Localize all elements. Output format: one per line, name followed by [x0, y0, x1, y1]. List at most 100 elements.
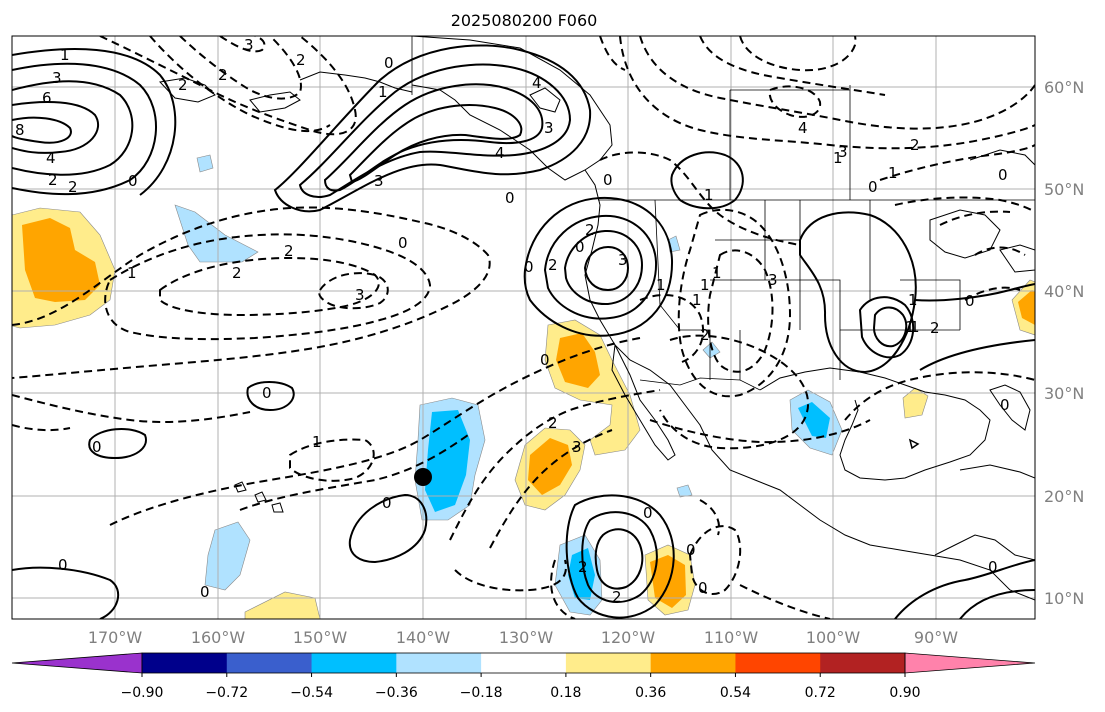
contour-label: 0 — [262, 384, 272, 402]
contour-label: 1 — [700, 276, 710, 294]
longitude-labels: 170°W 160°W 150°W 140°W 130°W 120°W 110°… — [88, 628, 958, 647]
contour-label: 4 — [532, 74, 542, 92]
colorbar-swatch — [481, 653, 567, 673]
lat-label: 60°N — [1044, 78, 1084, 97]
contour-label: 0 — [505, 189, 515, 207]
contour-label: 3 — [768, 271, 778, 289]
contour-label: 1 — [60, 46, 70, 64]
positive-anomaly-baja-core — [556, 333, 600, 388]
colorbar-tick-label: 0.72 — [805, 685, 836, 701]
contour-label: 0 — [540, 351, 550, 369]
contour-label: 0 — [382, 494, 392, 512]
colorbar-swatch — [396, 653, 482, 673]
contour-label: 1 — [712, 264, 722, 282]
contour-label: 0 — [698, 579, 708, 597]
contour-label: 0 — [603, 171, 613, 189]
gridlines — [12, 36, 1035, 619]
contour-label: 0 — [998, 166, 1008, 184]
storm-center-marker — [414, 468, 432, 486]
contour-label: 2 — [218, 66, 228, 84]
lat-label: 20°N — [1044, 487, 1084, 506]
contour-label: 0 — [1000, 396, 1010, 414]
contour-label: 1 — [888, 164, 898, 182]
contour-label: 3 — [52, 69, 62, 87]
lon-label: 140°W — [396, 628, 451, 647]
contour-labels: 3 1 2 6 8 4 2 2 0 3 2 2 0 1 4 3 3 4 0 0 … — [15, 36, 1010, 606]
colorbar-swatch — [565, 653, 652, 673]
contour-label: 3 — [374, 172, 384, 190]
contour-label: 3 — [838, 143, 848, 161]
negative-anomaly-north — [174, 204, 259, 263]
contour-label: 1 — [905, 318, 915, 336]
solid-contours — [12, 44, 1035, 619]
negative-anomaly-small — [196, 154, 214, 173]
colorbar-extend-min — [11, 652, 143, 674]
contour-label: 2 — [232, 264, 242, 282]
colorbar-tick-label: 0.90 — [889, 685, 920, 701]
contour-label: 0 — [643, 504, 653, 522]
positive-anomaly-south-core — [650, 555, 686, 608]
contour-label: 3 — [544, 119, 554, 137]
contour-label: 2 — [548, 256, 558, 274]
positive-anomaly-bottom — [244, 591, 321, 619]
lon-label: 110°W — [704, 628, 759, 647]
lat-label: 10°N — [1044, 589, 1084, 608]
negative-anomaly-tiny-b — [676, 484, 693, 498]
contour-label: 0 — [92, 438, 102, 456]
positive-anomaly-east-core — [1018, 290, 1035, 325]
lat-label: 50°N — [1044, 180, 1084, 199]
contour-label: 0 — [988, 558, 998, 576]
colorbar-swatch — [311, 653, 397, 673]
dashed-contours — [12, 36, 1035, 619]
lon-label: 130°W — [499, 628, 554, 647]
positive-anomaly-west-core — [22, 218, 100, 302]
lon-label: 160°W — [191, 628, 246, 647]
contour-label: 2 — [548, 414, 558, 432]
contour-label: 2 — [930, 319, 940, 337]
contour-label: 3 — [618, 251, 628, 269]
colorbar-tick-label: −0.54 — [290, 685, 333, 701]
contour-label: 0 — [58, 556, 68, 574]
map-background — [12, 36, 1035, 619]
contour-label: 2 — [585, 221, 595, 239]
contour-label: 1 — [378, 83, 388, 101]
contour-label: 1 — [692, 291, 702, 309]
contour-label: 3 — [572, 438, 582, 456]
contour-label: 1 — [127, 264, 137, 282]
gulf-triangle-marker — [908, 438, 920, 450]
contour-label: 0 — [686, 541, 696, 559]
lat-label: 30°N — [1044, 384, 1084, 403]
contour-label: 0 — [575, 238, 585, 256]
contour-label: 0 — [384, 54, 394, 72]
contour-label: 4 — [46, 149, 56, 167]
contour-label: 1 — [704, 186, 714, 204]
contour-label: 2 — [48, 171, 58, 189]
lon-label: 150°W — [293, 628, 348, 647]
negative-anomaly-gulf-core — [798, 402, 830, 438]
colorbar-extend-max — [904, 652, 1036, 674]
colorbar-swatch — [820, 653, 906, 673]
contour-label: 0 — [398, 234, 408, 252]
contour-label: 1 — [833, 149, 843, 167]
contour-label: 6 — [42, 89, 52, 107]
colorbar: −0.90 −0.72 −0.54 −0.36 −0.18 0.18 0.36 0.54 0.7… — [11, 652, 1036, 701]
contour-label: 0 — [128, 172, 138, 190]
lat-label: 40°N — [1044, 282, 1084, 301]
lon-label: 120°W — [601, 628, 656, 647]
contour-label: 8 — [15, 121, 25, 139]
contour-label: 0 — [524, 258, 534, 276]
colorbar-tick-label: −0.72 — [205, 685, 248, 701]
lon-label: 90°W — [914, 628, 958, 647]
contour-label: 2 — [700, 326, 710, 344]
negative-anomaly-central-core — [425, 410, 470, 512]
lon-label: 170°W — [88, 628, 143, 647]
contour-label: 2 — [178, 76, 188, 94]
contour-label: 2 — [578, 558, 588, 576]
contour-label: 2 — [284, 242, 294, 260]
contour-label: 0 — [965, 292, 975, 310]
colorbar-tick-label: −0.90 — [121, 685, 164, 701]
lon-label: 100°W — [806, 628, 861, 647]
latitude-labels: 60°N 50°N 40°N 30°N 20°N 10°N — [1044, 78, 1084, 608]
contour-label: 0 — [868, 178, 878, 196]
